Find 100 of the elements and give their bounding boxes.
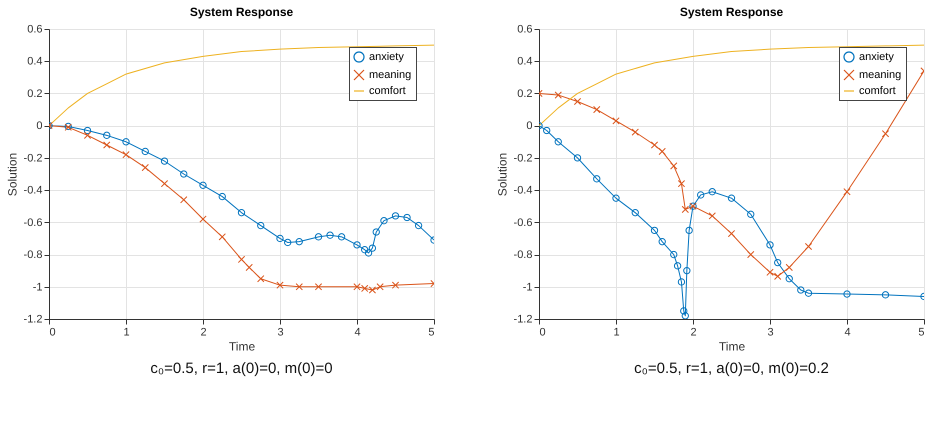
y-tick-label: -0.6 — [514, 216, 532, 229]
point — [238, 256, 246, 264]
point — [682, 312, 689, 319]
point — [103, 141, 110, 149]
legend-label: comfort — [859, 85, 896, 97]
point — [612, 117, 620, 124]
point — [574, 98, 582, 106]
point — [84, 132, 92, 139]
x-axis-title: Time — [718, 340, 746, 354]
point — [326, 232, 334, 239]
point — [685, 226, 693, 234]
point — [103, 132, 110, 139]
y-tick-label: -1.2 — [24, 314, 42, 326]
y-tick-label: 0.2 — [27, 88, 42, 100]
point — [122, 138, 130, 146]
point — [160, 180, 168, 188]
text: c₀=0.5, r=1, a(0)=0, m(0)=0 — [150, 360, 333, 377]
point — [142, 148, 149, 156]
chart-title: System Response — [190, 5, 294, 19]
y-tick-label: 0 — [36, 120, 42, 132]
y-axis-title: Solution — [496, 152, 510, 196]
point — [766, 241, 774, 249]
point — [678, 180, 686, 188]
point — [368, 244, 376, 252]
point — [122, 151, 130, 158]
point — [392, 282, 400, 289]
point — [380, 217, 388, 224]
x-axis-title: Time — [228, 340, 256, 354]
x-tick-label: 1 — [123, 326, 130, 338]
point — [593, 175, 600, 182]
point — [218, 192, 226, 200]
point — [593, 106, 600, 114]
y-tick-label: 0.2 — [517, 88, 532, 100]
point — [670, 162, 678, 170]
legend-label: anxiety — [369, 51, 404, 63]
point — [180, 170, 188, 178]
point — [708, 188, 716, 196]
point — [747, 210, 754, 218]
point — [314, 283, 322, 290]
point — [257, 222, 264, 230]
point — [199, 215, 207, 223]
point — [554, 91, 562, 99]
point — [882, 130, 890, 138]
point — [774, 272, 782, 280]
y-tick-label: 0.4 — [517, 56, 532, 68]
point — [728, 230, 736, 238]
y-tick-label: -0.6 — [24, 216, 42, 229]
point — [786, 275, 793, 282]
y-tick-label: 0 — [526, 120, 532, 132]
point — [372, 228, 380, 236]
point — [543, 126, 550, 134]
point — [632, 209, 639, 216]
x-tick-label: 3 — [277, 326, 284, 338]
chart-title: System Response — [680, 5, 784, 19]
point — [414, 222, 422, 230]
point — [683, 267, 690, 274]
point — [674, 262, 682, 270]
point — [658, 238, 666, 246]
point — [766, 268, 774, 276]
y-tick-label: -0.8 — [514, 249, 532, 262]
point — [650, 226, 658, 234]
x-tick-label: 0 — [540, 326, 546, 338]
point — [882, 291, 890, 298]
point — [797, 286, 804, 294]
point — [670, 250, 678, 258]
point — [142, 164, 149, 172]
y-tick-label: 0.6 — [27, 24, 42, 36]
legend-label: comfort — [369, 85, 406, 97]
x-tick-label: 5 — [918, 326, 924, 338]
legend-label: anxiety — [859, 51, 894, 63]
point — [804, 242, 812, 250]
y-tick-label: -1 — [522, 281, 532, 294]
x-tick-label: 1 — [613, 326, 620, 338]
point — [403, 214, 411, 222]
point — [658, 148, 666, 156]
point — [218, 233, 226, 240]
y-tick-label: -0.2 — [24, 152, 42, 164]
point — [276, 234, 284, 242]
text: c₀=0.5, r=1, a(0)=0, m(0)=0.2 — [634, 360, 829, 377]
y-tick-label: -0.2 — [514, 152, 532, 164]
point — [353, 241, 361, 249]
point — [697, 191, 704, 199]
line-series — [539, 44, 924, 126]
point — [246, 264, 253, 272]
y-axis-title: Solution — [6, 152, 20, 196]
point — [728, 194, 736, 202]
point — [180, 196, 188, 204]
point — [843, 290, 851, 298]
point — [680, 307, 688, 315]
x-tick-label: 4 — [354, 326, 361, 338]
point — [574, 154, 582, 162]
point — [678, 278, 686, 286]
legend-label: meaning — [369, 69, 412, 81]
point — [257, 275, 264, 282]
point — [786, 264, 793, 272]
point — [612, 194, 620, 202]
point — [774, 258, 782, 266]
y-tick-label: 0.6 — [517, 24, 532, 36]
point — [843, 188, 851, 196]
x-tick-label: 2 — [200, 326, 207, 338]
